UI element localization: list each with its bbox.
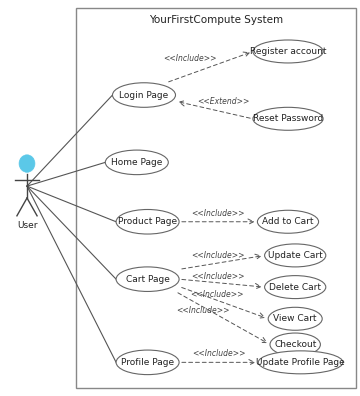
Ellipse shape [268, 307, 322, 330]
Ellipse shape [265, 276, 326, 299]
Ellipse shape [116, 350, 179, 375]
Text: Cart Page: Cart Page [126, 275, 170, 284]
Text: Reset Password: Reset Password [253, 114, 323, 123]
FancyBboxPatch shape [76, 8, 356, 388]
Text: Register account: Register account [250, 47, 326, 56]
Text: Product Page: Product Page [118, 217, 177, 226]
Text: Login Page: Login Page [120, 91, 168, 99]
Ellipse shape [253, 107, 323, 130]
Text: <<Include>>: <<Include>> [192, 349, 246, 358]
Text: YourFirstCompute System: YourFirstCompute System [149, 15, 283, 25]
Ellipse shape [257, 210, 319, 233]
Ellipse shape [258, 351, 343, 374]
Text: <<Extend>>: <<Extend>> [197, 97, 249, 106]
Text: Delete Cart: Delete Cart [269, 283, 321, 291]
Text: Checkout: Checkout [274, 340, 316, 349]
Ellipse shape [105, 150, 168, 175]
Text: <<Include>>: <<Include>> [163, 54, 216, 63]
Ellipse shape [116, 267, 179, 291]
Text: <<Include>>: <<Include>> [190, 290, 243, 299]
Text: <<Include>>: <<Include>> [176, 306, 230, 314]
Text: <<Include>>: <<Include>> [192, 251, 245, 260]
Text: <<Include>>: <<Include>> [192, 209, 245, 217]
Ellipse shape [265, 244, 326, 267]
Text: Add to Cart: Add to Cart [262, 217, 314, 226]
Text: View Cart: View Cart [274, 314, 317, 323]
Ellipse shape [270, 333, 320, 356]
Ellipse shape [253, 40, 323, 63]
Text: Home Page: Home Page [111, 158, 162, 167]
Text: Profile Page: Profile Page [121, 358, 174, 367]
Ellipse shape [112, 83, 176, 107]
Text: Update Cart: Update Cart [268, 251, 323, 260]
Ellipse shape [116, 209, 179, 234]
Text: User: User [17, 221, 37, 230]
Text: <<Include>>: <<Include>> [192, 272, 245, 280]
Circle shape [19, 155, 35, 172]
Text: Update Profile Page: Update Profile Page [256, 358, 345, 367]
